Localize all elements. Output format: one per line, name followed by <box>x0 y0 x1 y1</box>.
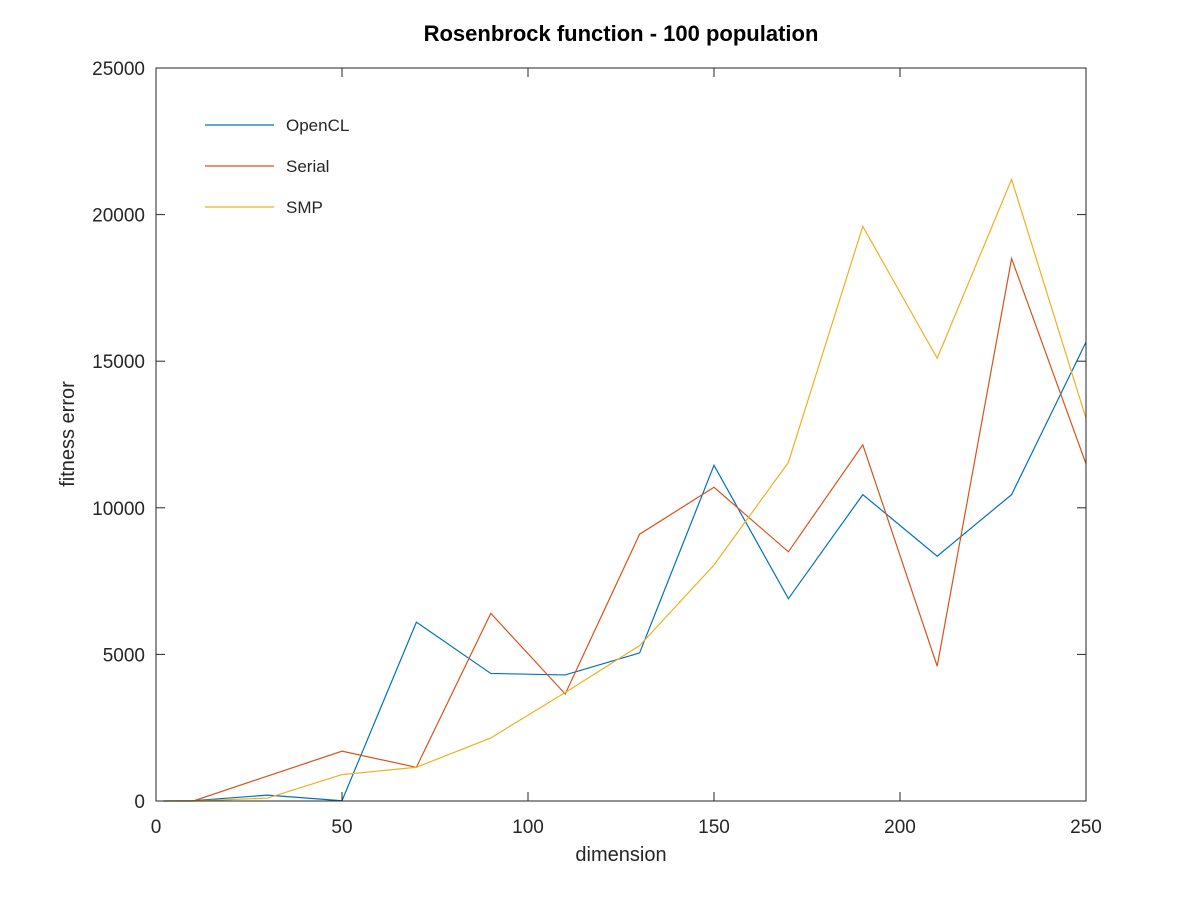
axes-layer: 0 50 100 150 200 250 0 5000 10000 15000 20000 25000 <box>92 59 1102 838</box>
x-tick-label: 0 <box>151 817 162 838</box>
series-line-smp <box>163 177 1087 802</box>
legend: OpenCL Serial SMP <box>205 116 349 217</box>
x-tick-label: 250 <box>1070 817 1102 838</box>
legend-label-smp: SMP <box>286 198 323 217</box>
y-axis-label: fitness error <box>57 381 79 487</box>
x-tick-label: 200 <box>884 817 916 838</box>
x-tick-label: 100 <box>512 817 544 838</box>
plot-area-frame <box>155 67 1087 802</box>
legend-label-serial: Serial <box>286 157 329 176</box>
y-tick-label: 25000 <box>92 59 145 80</box>
series-layer <box>163 177 1087 802</box>
chart-title: Rosenbrock function - 100 population <box>424 21 819 46</box>
y-tick-label: 20000 <box>92 206 145 227</box>
x-tick-label: 50 <box>331 817 352 838</box>
legend-label-opencl: OpenCL <box>286 116 349 135</box>
y-tick-label: 5000 <box>103 645 145 666</box>
y-tick-label: 15000 <box>92 352 145 373</box>
series-line-opencl <box>163 341 1087 802</box>
y-tick-label: 0 <box>134 792 145 813</box>
y-tick-label: 10000 <box>92 499 145 520</box>
x-tick-label: 150 <box>698 817 730 838</box>
x-axis-label: dimension <box>575 844 666 866</box>
series-line-serial <box>163 256 1087 802</box>
